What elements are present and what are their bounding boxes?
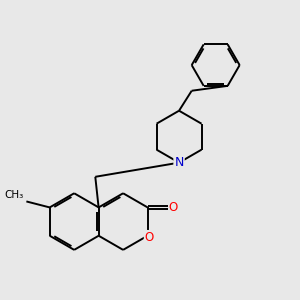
Text: CH₃: CH₃	[4, 190, 24, 200]
Text: N: N	[174, 156, 184, 169]
Text: O: O	[169, 201, 178, 214]
Text: O: O	[144, 231, 154, 244]
